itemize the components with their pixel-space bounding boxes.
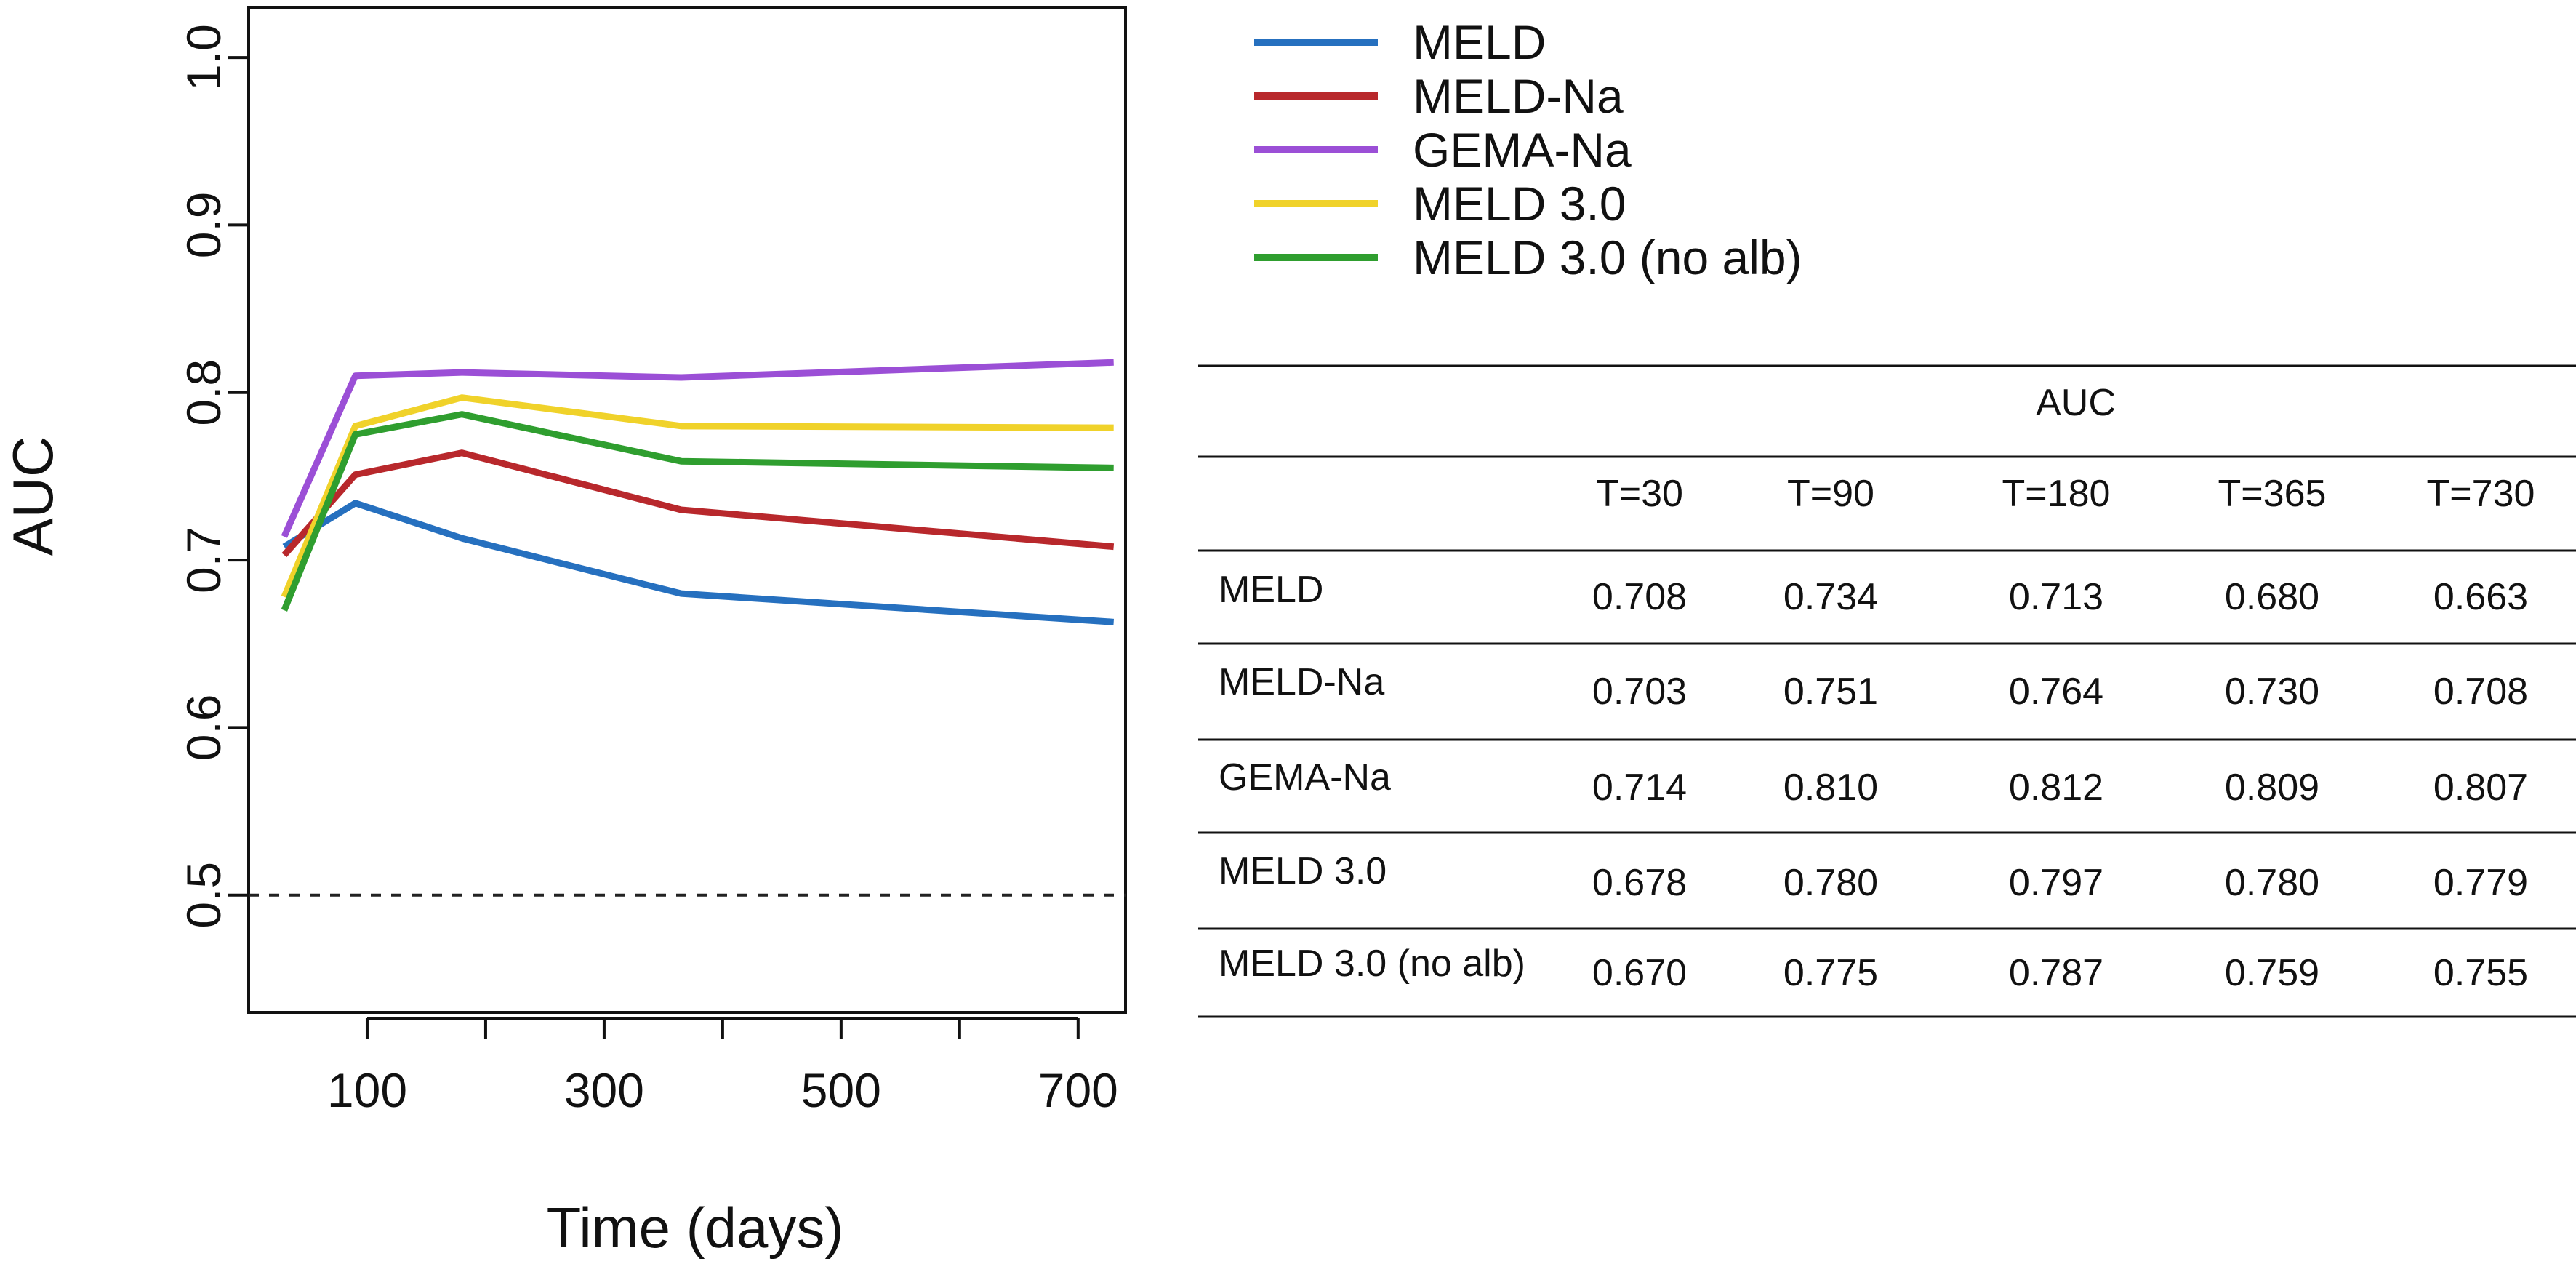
legend-label: MELD bbox=[1413, 15, 1546, 69]
x-tick-label: 300 bbox=[564, 1063, 644, 1117]
table-cell: 0.755 bbox=[2433, 952, 2528, 994]
x-axis-title: Time (days) bbox=[547, 1196, 844, 1260]
series-line-meld-3-0 bbox=[281, 394, 1114, 599]
table-row-label: MELD-Na bbox=[1219, 661, 1384, 703]
y-tick-label: 0.7 bbox=[177, 527, 230, 593]
table-cell: 0.734 bbox=[1783, 576, 1878, 618]
table-cell: 0.780 bbox=[1783, 862, 1878, 904]
table-column-header: T=180 bbox=[2002, 473, 2111, 515]
table-cell: 0.751 bbox=[1783, 671, 1878, 713]
table-column-header: T=730 bbox=[2427, 473, 2535, 515]
series-line-meld-3-0-no-alb- bbox=[281, 411, 1114, 612]
table-cell: 0.780 bbox=[2225, 862, 2319, 904]
series-line-meld bbox=[282, 500, 1114, 625]
table-cell: 0.787 bbox=[2009, 952, 2103, 994]
table-cell: 0.670 bbox=[1592, 952, 1687, 994]
table-column-header: T=365 bbox=[2218, 473, 2327, 515]
x-tick-label: 100 bbox=[327, 1063, 407, 1117]
table-cell: 0.797 bbox=[2009, 862, 2103, 904]
table-cell: 0.810 bbox=[1783, 767, 1878, 809]
table-cell: 0.714 bbox=[1592, 767, 1687, 809]
table-cell: 0.759 bbox=[2225, 952, 2319, 994]
auc-table: AUC T=30 T=90 T=180 T=365 T=730 MELD 0.708 0.734… bbox=[1198, 364, 2576, 1018]
plot-area: AUC Time (days) 0.5 0.6 0.7 0.8 0.9 1.0 100 300… bbox=[1, 6, 1127, 1260]
table-cell: 0.663 bbox=[2433, 576, 2528, 618]
x-tick-label: 700 bbox=[1038, 1063, 1118, 1117]
table-cell: 0.807 bbox=[2433, 767, 2528, 809]
table-row-label: MELD bbox=[1219, 569, 1323, 611]
plot-frame bbox=[247, 6, 1127, 1014]
table-header-auc: AUC bbox=[2036, 382, 2116, 424]
table-cell: 0.680 bbox=[2225, 576, 2319, 618]
table-cell: 0.708 bbox=[1592, 576, 1687, 618]
table-cell: 0.779 bbox=[2433, 862, 2528, 904]
table-row-label: MELD 3.0 bbox=[1219, 850, 1387, 892]
table-cell: 0.678 bbox=[1592, 862, 1687, 904]
table-cell: 0.812 bbox=[2009, 767, 2103, 809]
legend-label: MELD 3.0 bbox=[1413, 177, 1626, 231]
x-tick-label: 500 bbox=[801, 1063, 881, 1117]
y-tick-label: 1.0 bbox=[177, 24, 230, 91]
table-cell: 0.730 bbox=[2225, 671, 2319, 713]
table-column-header: T=30 bbox=[1596, 473, 1683, 515]
legend-label: MELD-Na bbox=[1413, 69, 1624, 123]
table-row-label: MELD 3.0 (no alb) bbox=[1219, 943, 1525, 985]
y-tick-label: 0.5 bbox=[177, 862, 230, 929]
table-column-header: T=90 bbox=[1787, 473, 1874, 515]
table-cell: 0.708 bbox=[2433, 671, 2528, 713]
y-axis-title: AUC bbox=[1, 436, 65, 556]
y-tick-label: 0.9 bbox=[177, 192, 230, 259]
legend-label: GEMA-Na bbox=[1413, 123, 1632, 177]
table-cell: 0.713 bbox=[2009, 576, 2103, 618]
table-row-label: GEMA-Na bbox=[1219, 756, 1391, 799]
table-cell: 0.809 bbox=[2225, 767, 2319, 809]
y-tick-label: 0.8 bbox=[177, 359, 230, 426]
legend-label: MELD 3.0 (no alb) bbox=[1413, 231, 1802, 284]
y-tick-label: 0.6 bbox=[177, 695, 230, 761]
table-cell: 0.775 bbox=[1783, 952, 1878, 994]
table-cell: 0.703 bbox=[1592, 671, 1687, 713]
series-line-gema-na bbox=[281, 359, 1114, 538]
table-cell: 0.764 bbox=[2009, 671, 2103, 713]
